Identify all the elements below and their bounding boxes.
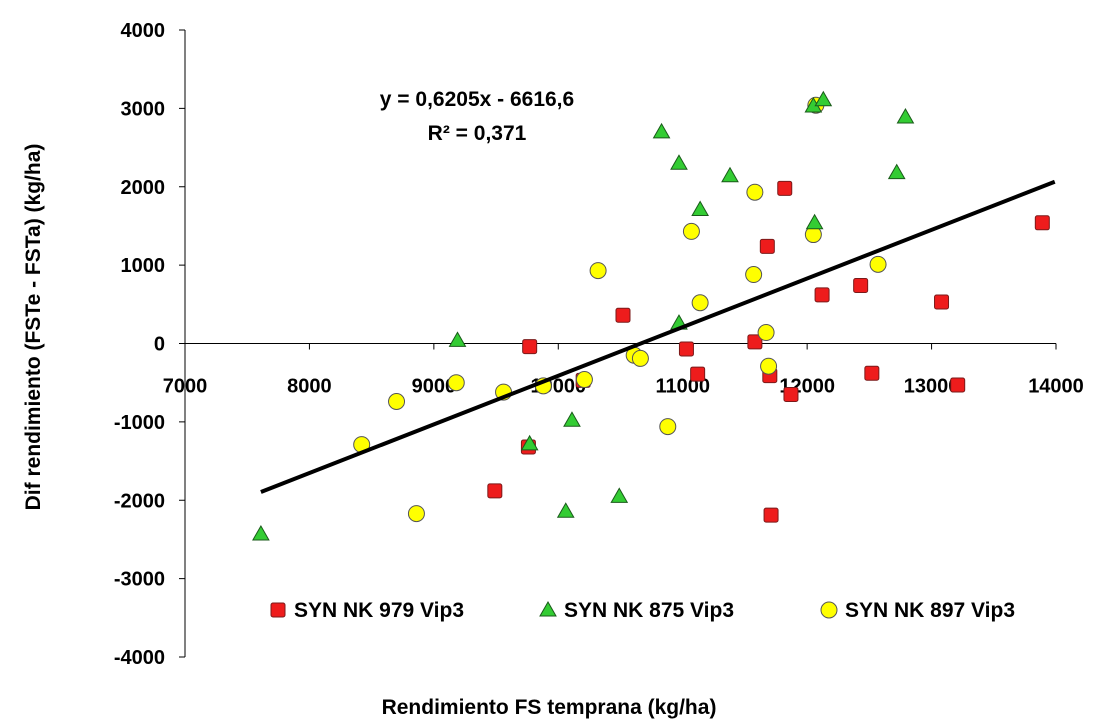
data-point-circle [682,222,700,240]
data-point-triangle [563,411,581,427]
x-tick-label: 7000 [163,376,208,398]
data-point-circle [760,357,778,375]
data-point-triangle [670,154,688,170]
x-tick-label: 13000 [904,376,960,398]
y-tick-label: -1000 [114,412,165,434]
y-tick-label: 4000 [121,20,166,42]
trendline [260,179,1056,494]
data-point-circle [746,183,764,201]
trendline-equation: y = 0,6205x - 6616,6 [380,88,574,111]
data-point-square [853,278,869,294]
y-tick-label: -4000 [114,647,165,669]
data-point-circle [447,374,465,392]
y-tick-label: 2000 [121,177,166,199]
data-point-square [615,307,631,323]
y-tick-label: 1000 [121,255,166,277]
y-tick-label: 3000 [121,98,166,120]
legend: SYN NK 979 Vip3 SYN NK 875 Vip3 SYN NK 897… [270,599,1015,622]
data-point-square [950,377,966,393]
data-point-triangle [252,524,270,541]
data-point-square [522,339,538,355]
data-point-square [777,180,793,196]
data-point-square [678,341,694,357]
data-point-circle [388,392,406,410]
data-point-circle [575,371,593,389]
plot-area: 4000 3000 2000 1000 0 -1000 -2000 -3000 -4000 700… [114,20,1084,669]
data-point-circle [659,418,677,436]
data-point-square [814,287,830,303]
data-point-triangle [805,213,824,230]
legend-marker-circle [820,601,838,619]
x-tick-label: 9000 [412,376,457,398]
data-point-triangle [448,331,467,347]
legend-label: SYN NK 897 Vip3 [845,599,1015,622]
data-point-triangle [887,163,906,180]
legend-label: SYN NK 875 Vip3 [564,599,734,622]
data-point-triangle [652,122,671,139]
legend-label: SYN NK 979 Vip3 [294,599,464,622]
data-point-triangle [691,200,709,216]
data-point-circle [745,266,763,284]
trendline-r-squared: R² = 0,371 [428,122,527,145]
data-point-circle [757,324,775,342]
data-point-triangle [814,90,833,107]
data-point-circle [869,255,887,273]
y-tick-label: -3000 [114,569,165,591]
data-point-square [487,483,503,499]
y-tick-label: -2000 [114,490,165,512]
x-tick-label: 8000 [287,376,332,398]
data-point-square [763,507,779,523]
data-point-circle [691,294,709,312]
x-tick-label: 14000 [1028,376,1084,398]
legend-marker-square [270,602,286,618]
data-point-triangle [556,502,575,518]
x-axis-title: Rendimiento FS temprana (kg/ha) [382,696,717,719]
data-point-triangle [520,434,539,451]
data-point-triangle [896,107,915,124]
data-point-circle [631,349,649,367]
data-point-square [1034,215,1050,231]
data-point-square [864,365,880,381]
legend-marker-triangle [539,600,557,617]
data-point-circle [589,262,607,280]
data-point-circle [407,505,425,523]
data-point-triangle [610,487,629,503]
data-point-square [759,238,775,254]
data-point-triangle [721,166,739,183]
data-point-square [934,294,950,310]
y-tick-label: 0 [154,334,165,356]
data-point-square [747,334,763,350]
data-point-square [783,386,799,402]
y-axis-title: Dif rendimiento (FSTe - FSTa) (kg/ha) [22,144,45,511]
data-point-square [690,366,706,382]
